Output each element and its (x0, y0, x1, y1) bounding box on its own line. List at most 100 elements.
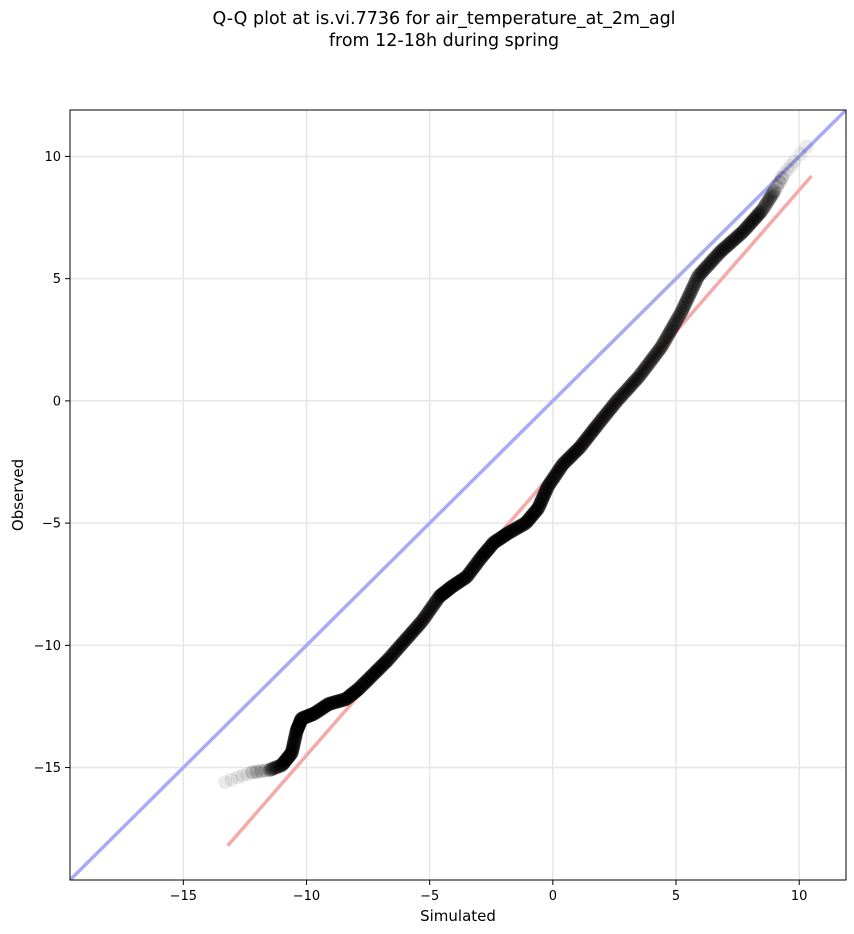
quantile-point (688, 274, 703, 289)
quantile-point (627, 374, 642, 389)
quantile-point (512, 519, 527, 534)
quantile-point (513, 518, 528, 533)
quantile-point (315, 701, 330, 716)
quantile-point (444, 579, 459, 594)
quantile-point (724, 235, 739, 249)
quantile-point (412, 616, 427, 631)
quantile-point (384, 648, 399, 663)
quantile-point (224, 772, 239, 787)
quantile-point (375, 658, 390, 673)
quantile-point (497, 528, 512, 543)
quantile-point (249, 764, 264, 779)
quantile-point (762, 192, 777, 206)
quantile-point (230, 770, 245, 785)
quantile-point (306, 707, 320, 722)
quantile-point (531, 499, 546, 514)
quantile-point (372, 661, 387, 676)
quantile-point (416, 612, 431, 627)
quantile-point (371, 662, 386, 677)
quantile-point (760, 194, 775, 209)
quantile-point (285, 744, 300, 759)
quantile-point (426, 598, 441, 613)
quantile-point (554, 459, 569, 473)
quantile-point (354, 679, 369, 694)
quantile-point (404, 626, 419, 641)
quantile-point (455, 572, 470, 587)
quantile-point (534, 493, 549, 508)
quantile-point (621, 381, 635, 396)
quantile-point (722, 236, 737, 251)
quantile-point (609, 393, 624, 408)
quantile-point (386, 646, 401, 660)
quantile-point (582, 427, 597, 442)
quantile-point (440, 583, 455, 598)
quantile-point (677, 298, 692, 312)
quantile-point (553, 460, 568, 475)
quantile-point (423, 601, 438, 616)
quantile-point (389, 643, 404, 658)
quantile-point (419, 608, 433, 623)
quantile-point (476, 548, 491, 563)
quantile-point (579, 432, 594, 447)
quantile-point (459, 569, 474, 584)
quantile-point (540, 481, 555, 495)
quantile-point (600, 406, 614, 421)
quantile-point (537, 487, 552, 502)
quantile-point (700, 258, 715, 273)
quantile-point (267, 760, 282, 775)
quantile-point (695, 264, 710, 278)
quantile-point (770, 179, 784, 194)
quantile-point (367, 666, 382, 681)
quantile-point (282, 748, 297, 763)
quantile-point (475, 549, 490, 564)
quantile-point (471, 554, 486, 569)
quantile-point (285, 742, 300, 757)
x-tick-label: 5 (672, 889, 680, 904)
quantile-point (616, 386, 631, 401)
quantile-point (672, 308, 687, 323)
quantile-point (540, 479, 555, 494)
quantile-point (499, 527, 514, 542)
quantile-point (533, 496, 548, 511)
quantile-point (295, 711, 310, 726)
quantile-point (240, 767, 255, 782)
quantile-point (340, 690, 355, 705)
quantile-point (390, 641, 405, 656)
quantile-point (331, 694, 346, 709)
quantile-point (633, 367, 648, 382)
quantile-point (657, 335, 672, 350)
quantile-point (675, 303, 690, 318)
quantile-point (566, 446, 581, 461)
quantile-point (793, 147, 808, 161)
quantile-point (447, 578, 461, 593)
quantile-point (638, 361, 653, 376)
quantile-point (753, 204, 768, 219)
quantile-point (317, 699, 332, 714)
quantile-point (719, 239, 734, 254)
quantile-point (472, 553, 487, 568)
quantile-point (480, 543, 495, 557)
quantile-point (434, 588, 449, 602)
quantile-point (253, 764, 268, 779)
quantile-point (266, 761, 281, 776)
quantile-point (587, 421, 602, 436)
quantile-point (339, 691, 354, 706)
quantile-point (485, 536, 500, 551)
quantile-point (276, 756, 291, 771)
quantile-point (507, 522, 522, 537)
quantile-point (460, 568, 475, 583)
quantile-point (436, 586, 450, 601)
quantile-point (445, 579, 460, 593)
quantile-point (438, 584, 453, 599)
quantile-point (280, 751, 295, 766)
chart-subtitle: from 12-18h during spring (328, 31, 560, 51)
quantile-point (524, 508, 539, 523)
quantile-point (360, 672, 375, 687)
quantile-point (427, 596, 442, 611)
quantile-point (569, 444, 584, 458)
quantile-point (448, 577, 462, 592)
quantile-point (699, 260, 714, 275)
quantile-point (556, 456, 571, 471)
quantile-point (284, 746, 298, 761)
